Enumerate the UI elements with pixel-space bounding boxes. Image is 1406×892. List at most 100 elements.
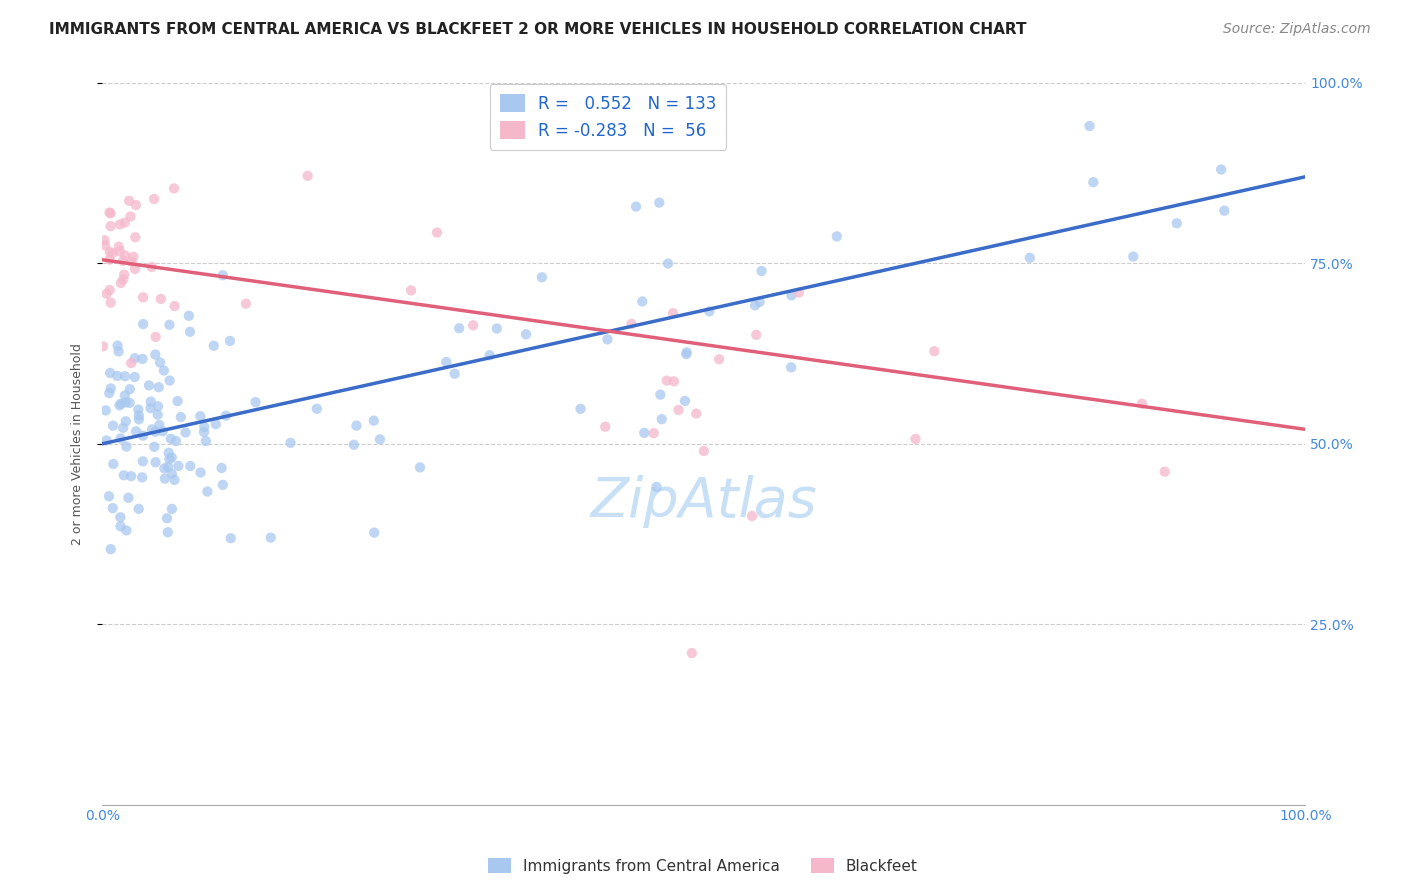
Point: [211, 268, 233, 283]
Point: [94, 238, 117, 252]
Point: [141, 422, 163, 436]
Point: [122, 250, 145, 264]
Point: [188, 409, 211, 424]
Point: [96, 286, 118, 301]
Point: [156, 511, 179, 525]
Point: [924, 344, 946, 359]
Point: [132, 317, 155, 331]
Point: [110, 510, 132, 524]
Point: [174, 425, 197, 440]
Point: [108, 244, 131, 259]
Point: [624, 200, 647, 214]
Point: [166, 394, 188, 409]
Point: [485, 321, 508, 335]
Point: [115, 440, 138, 454]
Point: [149, 355, 172, 369]
Point: [110, 519, 132, 533]
Point: [1018, 251, 1040, 265]
Point: [741, 508, 763, 523]
Point: [153, 461, 176, 475]
Point: [118, 382, 141, 396]
Point: [100, 381, 122, 395]
Point: [697, 304, 720, 318]
Point: [215, 409, 238, 423]
Point: [139, 394, 162, 409]
Point: [108, 398, 131, 412]
Point: [170, 410, 193, 425]
Point: [643, 426, 665, 441]
Point: [681, 646, 703, 660]
Point: [160, 450, 183, 465]
Point: [118, 396, 141, 410]
Point: [159, 432, 181, 446]
Point: [363, 414, 385, 428]
Point: [101, 501, 124, 516]
Point: [146, 399, 169, 413]
Point: [1213, 203, 1236, 218]
Point: [211, 461, 233, 475]
Point: [780, 360, 803, 375]
Point: [148, 380, 170, 394]
Point: [648, 195, 671, 210]
Point: [110, 432, 132, 446]
Point: [107, 338, 129, 352]
Point: [112, 468, 135, 483]
Point: [1078, 119, 1101, 133]
Point: [110, 276, 132, 290]
Point: [107, 240, 129, 254]
Point: [748, 294, 770, 309]
Point: [1166, 216, 1188, 230]
Point: [131, 470, 153, 484]
Point: [260, 531, 283, 545]
Point: [167, 458, 190, 473]
Point: [204, 417, 226, 431]
Point: [904, 432, 927, 446]
Point: [152, 425, 174, 439]
Legend: Immigrants from Central America, Blackfeet: Immigrants from Central America, Blackfe…: [482, 852, 924, 880]
Point: [128, 412, 150, 426]
Point: [110, 397, 132, 411]
Point: [645, 480, 668, 494]
Point: [98, 205, 121, 219]
Point: [596, 332, 619, 346]
Point: [434, 355, 457, 369]
Point: [193, 425, 215, 439]
Point: [98, 386, 121, 401]
Point: [363, 525, 385, 540]
Point: [219, 334, 242, 348]
Point: [633, 425, 655, 440]
Point: [114, 249, 136, 263]
Point: [1153, 465, 1175, 479]
Point: [190, 466, 212, 480]
Point: [685, 407, 707, 421]
Point: [91, 339, 114, 353]
Point: [463, 318, 485, 333]
Point: [111, 253, 134, 268]
Point: [124, 351, 146, 366]
Point: [426, 226, 449, 240]
Point: [202, 339, 225, 353]
Point: [124, 370, 146, 384]
Point: [139, 401, 162, 416]
Point: [100, 542, 122, 557]
Point: [159, 374, 181, 388]
Point: [368, 433, 391, 447]
Point: [148, 418, 170, 433]
Point: [160, 502, 183, 516]
Point: [650, 387, 672, 401]
Point: [443, 367, 465, 381]
Point: [780, 288, 803, 302]
Point: [179, 458, 201, 473]
Point: [631, 294, 654, 309]
Point: [105, 368, 128, 383]
Point: [143, 192, 166, 206]
Point: [121, 254, 143, 268]
Point: [114, 388, 136, 402]
Point: [409, 460, 432, 475]
Point: [399, 284, 422, 298]
Point: [197, 484, 219, 499]
Point: [193, 420, 215, 434]
Point: [101, 246, 124, 260]
Point: [115, 524, 138, 538]
Point: [157, 446, 180, 460]
